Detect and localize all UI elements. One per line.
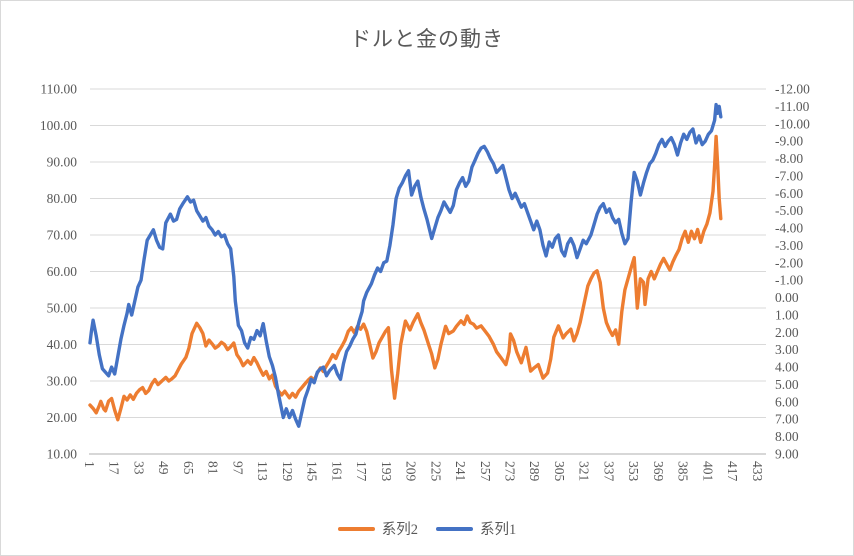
- left-axis-tick-label: 60.00: [47, 264, 78, 279]
- right-axis-tick-label: -8.00: [775, 151, 803, 166]
- left-axis-tick-label: 10.00: [47, 447, 78, 462]
- left-axis-tick-label: 100.00: [40, 118, 77, 133]
- x-axis-tick-label: 145: [305, 461, 320, 482]
- legend-swatch-orange: [337, 526, 375, 531]
- x-axis-tick-label: 433: [750, 461, 765, 482]
- right-axis-tick-label: -7.00: [775, 168, 803, 183]
- series-line-2: [88, 102, 723, 428]
- right-axis-tick-label: 8.00: [775, 429, 799, 444]
- x-axis-tick-label: 305: [552, 461, 567, 482]
- x-axis-tick-label: 65: [181, 461, 196, 475]
- x-axis-tick-label: 209: [404, 461, 419, 482]
- x-axis-tick-label: 337: [601, 461, 616, 482]
- x-axis-tick-label: 1: [82, 461, 97, 468]
- legend-item-series2: 系列2: [337, 518, 418, 539]
- chart-title: ドルと金の動き: [350, 27, 504, 51]
- right-axis-tick-label: 7.00: [775, 412, 799, 427]
- right-axis-tick-label: -5.00: [775, 203, 803, 218]
- x-axis-tick-label: 369: [651, 461, 666, 482]
- x-axis-tick-label: 257: [478, 461, 493, 482]
- right-axis-tick-label: 1.00: [775, 307, 799, 322]
- x-axis-tick-label: 321: [577, 461, 592, 481]
- x-axis-tick-label: 385: [676, 461, 691, 482]
- right-axis-tick-label: -1.00: [775, 273, 803, 288]
- right-axis-tick-label: -2.00: [775, 255, 803, 270]
- right-axis-tick-label: -9.00: [775, 134, 803, 149]
- left-axis-tick-label: 110.00: [40, 82, 77, 97]
- x-axis-tick-label: 225: [428, 461, 443, 482]
- right-axis-tick-label: -10.00: [775, 116, 810, 131]
- x-axis-tick-label: 113: [255, 461, 270, 481]
- left-axis-tick-label: 80.00: [47, 191, 78, 206]
- right-axis-tick-label: 0.00: [775, 290, 799, 305]
- legend-item-series1: 系列1: [436, 518, 516, 539]
- legend-label-series1: 系列1: [480, 522, 517, 538]
- x-axis-tick-label: 161: [329, 461, 344, 481]
- x-axis-tick-label: 17: [107, 461, 122, 475]
- right-axis-tick-label: -11.00: [775, 99, 810, 114]
- legend-label-series2: 系列2: [381, 522, 418, 538]
- left-axis-tick-label: 90.00: [47, 155, 78, 170]
- left-axis-tick-label: 30.00: [47, 374, 78, 389]
- right-axis-tick-label: -6.00: [775, 186, 803, 201]
- x-axis: 1 17 33 49 65 81 97 113 129 145 161 177 193 209 225 241…: [82, 461, 765, 482]
- x-axis-tick-label: 273: [503, 461, 518, 481]
- right-axis-tick-label: 4.00: [775, 360, 799, 375]
- x-axis-tick-label: 289: [527, 461, 542, 482]
- legend-swatch-blue: [436, 526, 473, 531]
- x-axis-tick-label: 49: [156, 461, 171, 475]
- right-axis-tick-label: -12.00: [775, 82, 810, 97]
- x-axis-tick-label: 81: [206, 461, 221, 475]
- x-axis-tick-label: 241: [453, 461, 468, 481]
- right-axis-tick-label: 9.00: [775, 447, 799, 462]
- x-axis-tick-label: 401: [700, 461, 715, 481]
- x-axis-tick-label: 417: [725, 461, 740, 482]
- x-axis-tick-label: 129: [280, 461, 295, 482]
- x-axis-tick-label: 33: [131, 461, 146, 475]
- x-axis-tick-label: 193: [379, 461, 394, 482]
- left-axis: 110.00 100.00 90.00 80.00 70.00 60.00 50.00 40.…: [40, 82, 77, 462]
- right-axis-tick-label: 3.00: [775, 342, 799, 357]
- right-axis: -12.00 -11.00 -10.00 -9.00 -8.00 -7.00 -6.00 -5…: [775, 82, 810, 462]
- left-axis-tick-label: 50.00: [47, 301, 78, 316]
- right-axis-tick-label: 2.00: [775, 325, 799, 340]
- series-line-1: [88, 134, 723, 422]
- right-axis-tick-label: 6.00: [775, 394, 799, 409]
- left-axis-tick-label: 20.00: [47, 410, 78, 425]
- right-axis-tick-label: -4.00: [775, 221, 803, 236]
- x-axis-tick-label: 97: [230, 461, 245, 475]
- legend: 系列2 系列1: [1, 518, 853, 539]
- x-axis-tick-label: 353: [626, 461, 641, 482]
- right-axis-tick-label: 5.00: [775, 377, 799, 392]
- right-axis-tick-label: -3.00: [775, 238, 803, 253]
- left-axis-tick-label: 70.00: [47, 228, 78, 243]
- left-axis-tick-label: 40.00: [47, 337, 78, 352]
- x-axis-tick-label: 177: [354, 461, 369, 482]
